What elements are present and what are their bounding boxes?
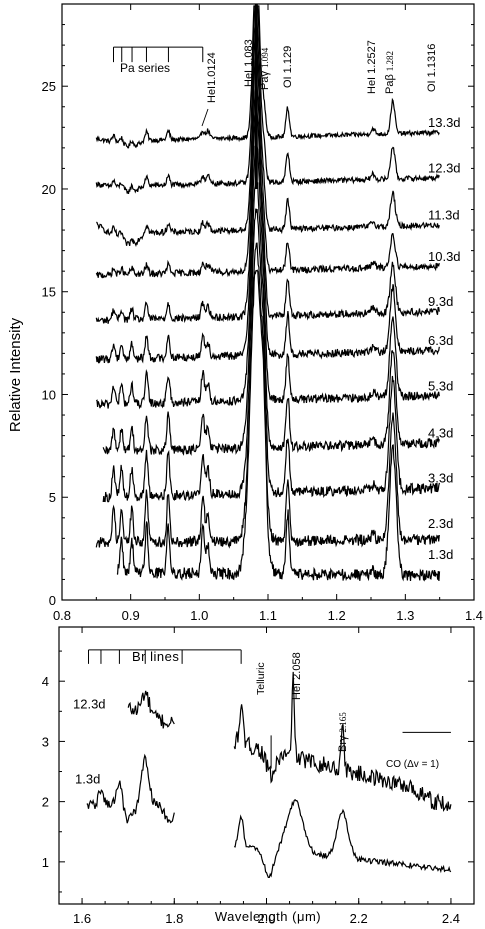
bottom-series-labels: 12.3d 1.3d: [73, 696, 106, 786]
top-series-label: 10.3d: [428, 249, 461, 264]
top-y-tick-label: 20: [42, 182, 56, 197]
top-y-tick-label: 10: [42, 387, 56, 402]
line-label-pagamma: Paγ 1.094: [259, 47, 271, 90]
top-spectrum-11-3d: [96, 17, 440, 247]
bottom-series-label: 12.3d: [73, 696, 106, 711]
line-label-oi-1316: OI 1.1316: [426, 44, 438, 92]
bottom-series-group: [86, 671, 452, 878]
top-y-tick-label: 15: [42, 285, 56, 300]
top-spectrum-9-3d: [95, 81, 440, 324]
brgamma-symbol: Brγ: [337, 735, 349, 752]
bottom-x-axis-label: Wavelength (μm): [215, 909, 321, 924]
top-series-label: 12.3d: [428, 160, 461, 175]
top-series-label: 1.3d: [428, 547, 453, 562]
top-series-label: 5.3d: [428, 378, 453, 393]
hei-10124-pointer: [201, 108, 209, 127]
top-spectrum-3-3d: [102, 208, 440, 503]
bottom-y-tick-label: 2: [42, 795, 49, 810]
top-x-tick-label: 1.3: [396, 608, 414, 623]
top-y-tick-label: 5: [49, 490, 56, 505]
top-x-tick-label: 0.9: [122, 608, 140, 623]
line-label-hei-1083: HeI 1.083: [243, 39, 255, 87]
top-spectrum-5-3d: [95, 142, 440, 410]
bottom-y-tick-label: 4: [42, 674, 49, 689]
bottom-panel: 1.6 1.8 2.0 2.2 2.4 1 2 3 4 12.3d 1.3d Wavelengt…: [42, 626, 475, 926]
pa-series-bracket: [113, 46, 204, 63]
br-lines-label: Br lines: [132, 649, 179, 664]
bottom-spectrum-12-3d-segment: [233, 671, 452, 812]
top-x-tick-label: 0.8: [53, 608, 71, 623]
bottom-y-tick-label: 3: [42, 734, 49, 749]
top-plot-frame: [61, 3, 475, 601]
top-series-label: 4.3d: [428, 426, 453, 441]
top-x-tick-label: 1.1: [259, 608, 277, 623]
pagamma-wavelength: 1.094: [260, 47, 270, 68]
bottom-spectrum-1-3d-segment: [86, 753, 175, 824]
top-y-axis: 0 5 10 15 20 25: [42, 24, 474, 608]
top-x-axis: 0.8 0.9 1.0 1.1 1.2 1.3 1.4: [53, 4, 483, 623]
top-series-label: 2.3d: [428, 516, 453, 531]
line-label-hei-12527: HeI 1.2527: [366, 40, 378, 94]
top-series-label: 13.3d: [428, 115, 461, 130]
top-spectrum-4-3d: [102, 175, 440, 456]
telluric-label: Telluric: [255, 662, 267, 695]
top-series-group: [95, 4, 441, 582]
top-series-label: 6.3d: [428, 333, 453, 348]
bottom-x-axis: 1.6 1.8 2.0 2.2 2.4: [73, 627, 475, 926]
line-label-hei-10124: HeI1.0124: [206, 52, 218, 103]
top-series-label: 9.3d: [428, 294, 453, 309]
bottom-x-tick-label: 2.4: [442, 911, 460, 926]
co-label: CO (Δv = 1): [386, 759, 439, 770]
pagamma-symbol: Paγ: [259, 71, 271, 90]
top-spectrum-6-3d: [95, 109, 440, 364]
top-series-label: 3.3d: [428, 471, 453, 486]
top-spectrum-2-3d: [95, 242, 440, 549]
top-y-axis-label: Relative Intensity: [7, 317, 24, 432]
pabeta-symbol: Paβ: [384, 74, 396, 94]
line-label-brgamma: Brγ 2.165: [337, 712, 349, 752]
top-x-tick-label: 1.4: [465, 608, 483, 623]
br-lines-bracket: [88, 649, 242, 664]
bottom-x-tick-label: 1.6: [73, 911, 91, 926]
top-spectrum-12-3d: [95, 5, 440, 195]
line-label-hei-2058: HeI 2.058: [291, 652, 303, 700]
bottom-spectrum-1-3d-segment: [234, 799, 452, 878]
top-spectrum-13-3d: [95, 5, 440, 149]
brgamma-wavelength: 2.165: [338, 712, 348, 733]
top-y-tick-label: 25: [42, 79, 56, 94]
bottom-spectrum-12-3d-segment: [127, 690, 175, 729]
line-label-oi-1129: OI 1.129: [282, 46, 294, 88]
bottom-x-tick-label: 1.8: [165, 911, 183, 926]
top-spectrum-10-3d: [95, 47, 440, 279]
bottom-y-axis: 1 2 3 4: [42, 650, 474, 893]
pa-series-label: Pa series: [120, 61, 170, 75]
line-label-pabeta: Paβ 1.282: [384, 51, 396, 94]
top-y-tick-label: 0: [49, 593, 56, 608]
top-x-tick-label: 1.2: [328, 608, 346, 623]
pabeta-wavelength: 1.282: [385, 51, 395, 71]
top-spectrum-1-3d: [116, 269, 441, 582]
top-x-tick-label: 1.0: [190, 608, 208, 623]
bottom-series-label: 1.3d: [75, 772, 100, 787]
bottom-x-tick-label: 2.2: [350, 911, 368, 926]
top-panel: 0.8 0.9 1.0 1.1 1.2 1.3 1.4 0 5 10 15 20 25 13.3d 12…: [7, 3, 483, 623]
bottom-x-tick-label: 2.0: [257, 911, 275, 926]
top-series-label: 11.3d: [428, 208, 460, 223]
top-series-labels: 13.3d 12.3d 11.3d 10.3d 9.3d 6.3d 5.3d 4.3d 3.3d…: [428, 115, 461, 562]
bottom-y-tick-label: 1: [42, 855, 49, 870]
